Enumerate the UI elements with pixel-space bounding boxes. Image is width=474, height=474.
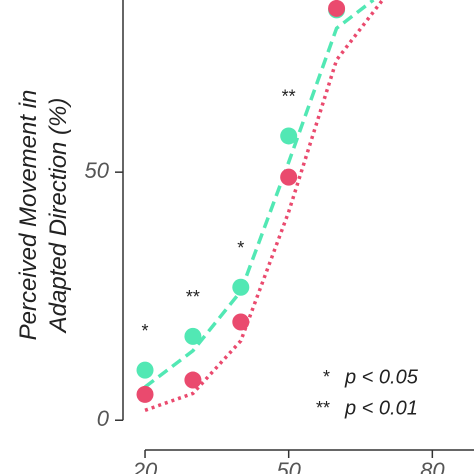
x-tick-label: 50 — [276, 458, 301, 474]
data-point — [184, 371, 202, 389]
x-tick-label: 20 — [132, 458, 158, 474]
note-text: p < 0.05 — [344, 366, 419, 388]
y-tick-label: 0 — [97, 406, 110, 431]
data-point — [232, 313, 250, 331]
note-symbol: ** — [316, 398, 330, 418]
y-label-line: Adapted Direction (%) — [45, 98, 72, 335]
significance-mark: ** — [186, 287, 200, 307]
y-label-line: Perceived Movement in — [15, 90, 42, 341]
data-point — [136, 385, 154, 403]
y-tick-label: 50 — [85, 158, 110, 183]
data-point — [232, 278, 250, 296]
data-point — [280, 127, 298, 145]
significance-mark: * — [237, 238, 244, 258]
significance-mark: ** — [282, 87, 296, 107]
data-point — [136, 361, 154, 379]
note-text: p < 0.01 — [344, 397, 418, 419]
data-point — [328, 0, 346, 17]
data-point — [280, 168, 298, 186]
y-axis-label: Perceived Movement in Adapted Direction (… — [15, 90, 72, 341]
note-symbol: * — [323, 367, 330, 387]
fit-line — [144, 0, 384, 412]
significance-mark: * — [142, 321, 149, 341]
x-tick-label: 80 — [420, 458, 445, 474]
fit-line — [143, 0, 375, 389]
data-point — [184, 327, 202, 345]
